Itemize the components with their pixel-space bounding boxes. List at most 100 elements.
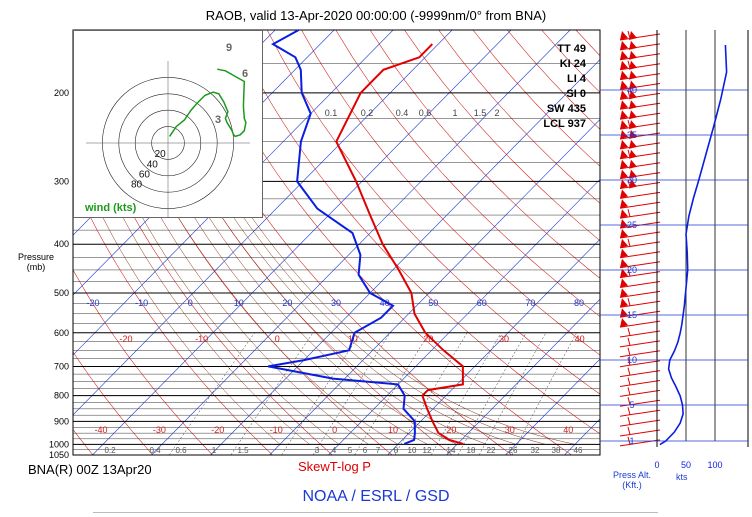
diagram-type-label: SkewT-log P [298,459,371,474]
isotherm-label-mid: 0 [275,334,280,344]
wind-barb [620,229,660,238]
index-row: TT 49 [520,42,586,57]
isotherm-label: -10 [135,298,148,308]
index-row: LI 4 [520,72,586,87]
wind-barb [620,100,660,109]
pressure-tick-label: 200 [54,88,69,98]
isotherm-label-low: 0 [332,425,337,435]
wind-barb [620,288,660,297]
mixing-ratio-label: 8 [394,446,399,455]
barb-feather [628,387,630,395]
barb-feather [628,209,630,217]
barb-flag [629,160,637,169]
index-row: SW 435 [520,102,586,117]
isotherm-label-low: 20 [446,425,456,435]
isotherm [624,30,752,455]
wind-barb [620,427,660,436]
station-label: BNA(R) 00Z 13Apr20 [28,462,152,477]
index-name: TT [557,43,570,55]
wind-barb [620,61,660,70]
altitude-tick: 35 [627,130,637,140]
isotherm [0,30,39,455]
hodograph-altitude-marker: 9 [226,42,232,54]
pressure-axis-title: Pressure [18,252,54,262]
altitude-tick: 25 [627,220,637,230]
mixing-ratio-label: 6 [363,446,368,455]
mixing-ratio-label: 7 [376,446,381,455]
barb-feather [628,150,630,158]
index-name: LCL [543,118,564,130]
barb-staff [620,381,660,387]
isotherm-label: 10 [234,298,244,308]
pressure-tick-label: 700 [54,361,69,371]
isotherm-label-mid: 30 [499,334,509,344]
isotherm-label-low: 40 [563,425,573,435]
barb-flag [629,110,637,119]
pressure-tick-label: 400 [54,239,69,249]
barb-staff [620,371,660,377]
adiabat-label: 0.6 [419,108,432,118]
wind-barb [620,51,660,60]
pressure-axis-label: Pressure (mb) [18,252,54,272]
barb-feather [628,31,630,39]
wind-barb [620,279,660,288]
index-name: KI [560,58,571,70]
mixing-ratio-label: 46 [574,446,583,455]
barb-feather [628,328,630,336]
adiabat-label: 1.5 [474,108,487,118]
isotherm-label-mid: -10 [195,334,208,344]
index-value: 24 [571,58,586,70]
isotherm-label: 70 [525,298,535,308]
wind-barb [620,407,660,416]
wind-barb [620,120,660,129]
barb-feather [628,427,630,435]
wind-speed-profile [660,45,727,445]
mixing-ratio-label: 32 [531,446,540,455]
isotherm-label-low: 30 [505,425,515,435]
dry-adiabat [713,30,752,455]
hodograph-label: wind (kts) [85,202,136,214]
isotherm-label: 30 [331,298,341,308]
mixing-ratio-label: 0.2 [104,446,116,455]
adiabat-label: 0.1 [325,108,338,118]
isotherm-label: 0 [188,298,193,308]
altitude-tick: 30 [627,175,637,185]
barb-staff [620,390,660,396]
wind-speed-tick: 0 [654,460,659,470]
isotherm-label: -20 [86,298,99,308]
dry-adiabat [645,30,752,455]
barb-flag [629,150,637,159]
barb-feather [628,61,630,68]
altitude-tick: 1 [629,436,634,446]
barb-flag [629,120,637,129]
mixing-ratio-label: 14 [447,446,456,455]
isotherm-label: 20 [282,298,292,308]
wind-barb [620,160,660,169]
mixing-ratio-line [458,333,526,455]
isotherm-label-low: -30 [153,425,166,435]
wind-speed-tick: 50 [681,460,691,470]
mixing-ratio-label: 18 [467,446,476,455]
isotherm [270,30,689,455]
hodograph-altitude-marker: 3 [215,114,221,126]
mixing-ratio-label: 10 [408,446,417,455]
index-value: 435 [565,103,586,115]
wind-barb [620,378,660,387]
hodograph-altitude-marker: 6 [242,68,248,80]
wind-barb [620,417,660,426]
barb-flag [629,31,637,40]
isotherm-label: 60 [477,298,487,308]
wind-barb [620,249,660,258]
isotherm [447,30,752,455]
barb-flag [629,51,637,60]
wind-barb [620,71,660,80]
press-alt-label: Press Alt. (Kft.) [606,470,658,490]
barb-staff [620,331,660,337]
mixing-ratio-label: 4 [332,446,337,455]
barb-feather [628,338,630,346]
mixing-ratio-label: 5 [348,446,353,455]
isotherm-label-low: -40 [94,425,107,435]
pressure-axis-unit: (mb) [18,262,54,272]
